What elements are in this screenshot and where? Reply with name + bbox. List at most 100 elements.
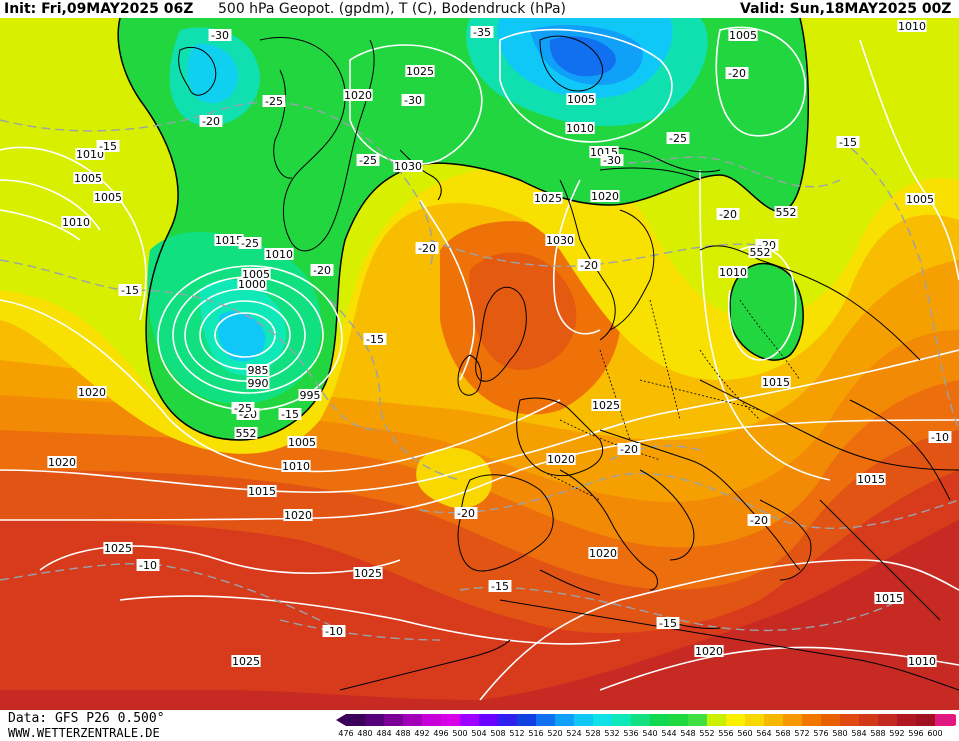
pressure-label: 1010: [62, 216, 90, 229]
scale-swatch: [745, 714, 764, 726]
geopotential-label: 552: [750, 246, 771, 259]
scale-label: 508: [490, 729, 506, 738]
pressure-label: 1005: [242, 268, 270, 281]
temperature-label-box: [208, 29, 232, 41]
pressure-label-box: [874, 592, 904, 604]
scale-swatch: [840, 714, 859, 726]
pressure-label-box: [897, 20, 927, 32]
temperature-label-box: [617, 443, 641, 455]
temperature-label: -25: [669, 132, 687, 145]
scale-swatch: [593, 714, 612, 726]
pressure-label: 1025: [406, 65, 434, 78]
pressure-label: 1015: [248, 485, 276, 498]
temperature-label-box: [322, 625, 346, 637]
temperature-label-box: [725, 67, 749, 79]
pressure-label-box: [287, 436, 317, 448]
scale-label: 572: [794, 729, 810, 738]
coastlines: [178, 35, 959, 691]
temperature-label-box: [454, 507, 478, 519]
pressure-label-box: [591, 399, 621, 411]
website: WWW.WETTERZENTRALE.DE: [8, 726, 160, 740]
temperature-label: -25: [359, 154, 377, 167]
temperature-label: -35: [473, 26, 491, 39]
pressure-label-box: [546, 453, 576, 465]
geopotential-label-box: [774, 206, 798, 218]
scale-label: 600: [927, 729, 943, 738]
temperature-label-box: [716, 208, 740, 220]
pressure-label: 1020: [589, 547, 617, 560]
temperature-label-box: [836, 136, 860, 148]
pressure-label-box: [231, 655, 261, 667]
temperature-label-box: [415, 242, 439, 254]
scale-label: 524: [566, 729, 582, 738]
scale-label: 548: [680, 729, 696, 738]
temperature-label-box: [199, 115, 223, 127]
scale-swatch: [878, 714, 897, 726]
temperature-label-box: [488, 580, 512, 592]
pressure-label-box: [61, 216, 91, 228]
pressure-label-box: [566, 93, 596, 105]
pressure-label: 1020: [591, 190, 619, 203]
scale-swatch: [441, 714, 460, 726]
scale-label: 496: [433, 729, 449, 738]
scale-swatch: [916, 714, 935, 726]
pressure-label: 1000: [238, 278, 266, 291]
pressure-label-box: [353, 567, 383, 579]
contour-552-east: [729, 262, 804, 361]
pressure-label-box: [405, 65, 435, 77]
pressure-label-box: [298, 389, 322, 401]
pressure-label-box: [264, 248, 294, 260]
scale-swatch: [726, 714, 745, 726]
scale-swatch: [935, 714, 954, 726]
temperature-label-box: [136, 559, 160, 571]
scale-label: 588: [870, 729, 886, 738]
pressure-label: 1020: [284, 509, 312, 522]
temperature-label: -25: [265, 95, 283, 108]
temperature-label: -20: [728, 67, 746, 80]
scale-arrow-left: [336, 714, 346, 726]
pressure-label: 1005: [567, 93, 595, 106]
scale-swatch: [897, 714, 916, 726]
scale-label: 528: [585, 729, 601, 738]
pressure-label-box: [907, 655, 937, 667]
scale-swatch: [555, 714, 574, 726]
temperature-label: -15: [491, 580, 509, 593]
pressure-label-box: [761, 376, 791, 388]
scale-swatch: [707, 714, 726, 726]
pressure-label: 1020: [547, 453, 575, 466]
geopotential-label-box: [748, 246, 772, 258]
scale-arrow-right: [954, 714, 956, 726]
temperature-label: -20: [620, 443, 638, 456]
pressure-label-box: [77, 386, 107, 398]
color-scale: [336, 714, 956, 726]
temperature-label: -15: [839, 136, 857, 149]
geopotential-label: 552: [776, 206, 797, 219]
temperature-label: -15: [659, 617, 677, 630]
temperature-label: -15: [121, 284, 139, 297]
scale-label: 532: [604, 729, 620, 738]
scale-swatch: [802, 714, 821, 726]
temperature-label: -10: [139, 559, 157, 572]
temperature-label-box: [747, 514, 771, 526]
pressure-label-box: [905, 193, 935, 205]
scale-swatch: [536, 714, 555, 726]
pressure-label-box: [103, 542, 133, 554]
pressure-label: 1010: [898, 20, 926, 33]
pressure-label-box: [47, 456, 77, 468]
pressure-label: 1010: [566, 122, 594, 135]
geopotential-label-box: [234, 427, 258, 439]
pressure-label-box: [393, 160, 423, 172]
pressure-label-box: [214, 234, 244, 246]
pressure-label-box: [247, 485, 277, 497]
pressure-label: 1015: [875, 592, 903, 605]
temperature-label: -15: [281, 408, 299, 421]
pressure-label-box: [588, 547, 618, 559]
temperature-label-box: [600, 154, 624, 166]
temperature-label: -20: [719, 208, 737, 221]
field-524-low: [218, 311, 266, 362]
pressure-label: 1005: [288, 436, 316, 449]
geopotential-labels: 552 552 552: [234, 206, 798, 440]
pressure-label: 1010: [282, 460, 310, 473]
scale-label: 536: [623, 729, 639, 738]
pressure-label: 1010: [908, 655, 936, 668]
